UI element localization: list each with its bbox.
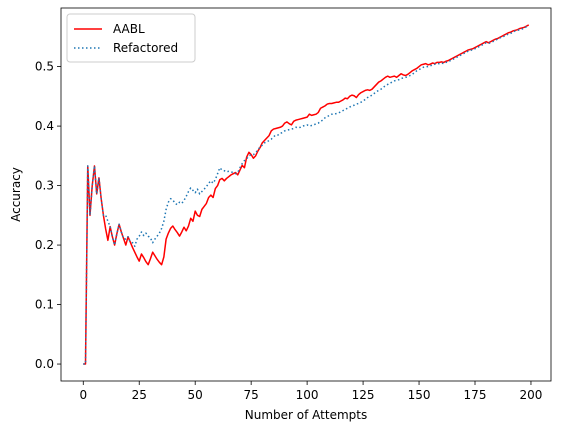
legend: AABL Refactored <box>66 13 196 63</box>
tick-layer: 0 25 50 75 100 125 150 175 200 0.0 0.1 0.2 0.3 0.4 0.5 <box>35 60 543 402</box>
x-tick-label: 125 <box>352 388 375 402</box>
y-tick-label: 0.2 <box>35 238 54 252</box>
x-tick-label: 200 <box>520 388 543 402</box>
x-tick-label: 0 <box>79 388 87 402</box>
legend-label-refactored: Refactored <box>113 41 178 55</box>
plot-area-frame <box>60 7 552 382</box>
y-tick-label: 0.3 <box>35 179 54 193</box>
series-line-refactored <box>83 25 529 365</box>
y-axis-label: Accuracy <box>9 167 23 222</box>
y-tick-label: 0.0 <box>35 357 54 371</box>
plot-layer <box>83 24 530 365</box>
x-tick-label: 175 <box>464 388 487 402</box>
x-tick-label: 50 <box>188 388 203 402</box>
x-tick-label: 75 <box>244 388 259 402</box>
x-axis-label: Number of Attempts <box>245 408 367 422</box>
y-tick-label: 0.4 <box>35 119 54 133</box>
y-tick-label: 0.1 <box>35 298 54 312</box>
y-tick-label: 0.5 <box>35 60 54 74</box>
legend-box <box>66 13 196 63</box>
x-tick-label: 100 <box>296 388 319 402</box>
series-line-aabl <box>83 24 530 365</box>
x-tick-label: 150 <box>408 388 431 402</box>
x-tick-label: 25 <box>132 388 147 402</box>
legend-label-aabl: AABL <box>113 22 145 36</box>
